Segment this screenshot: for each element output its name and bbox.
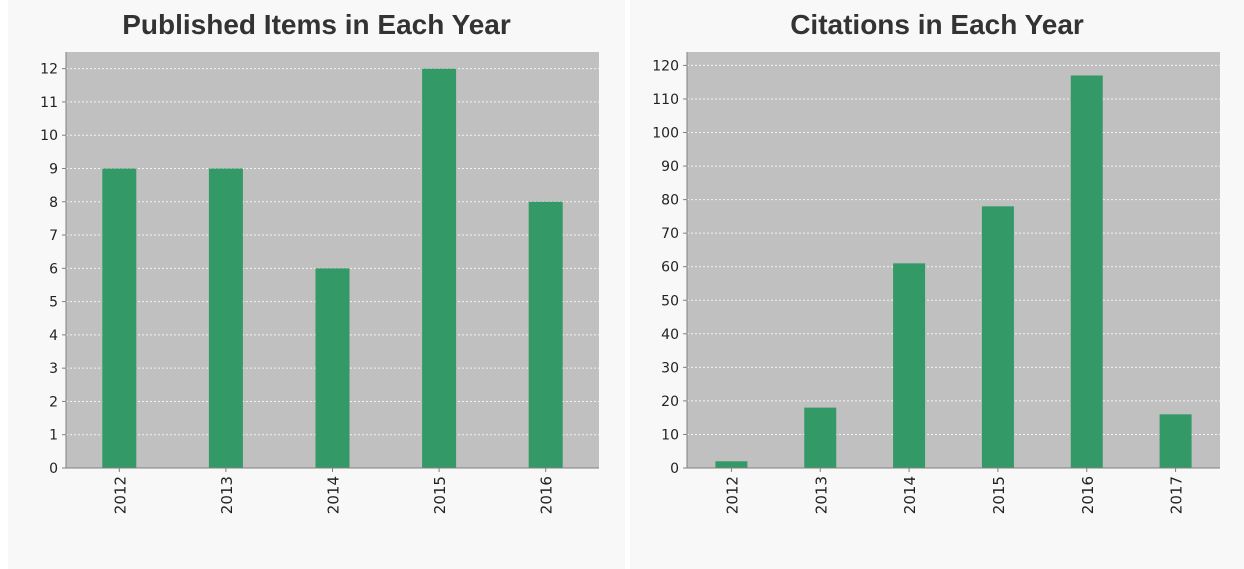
y-tick-label: 100 [652,126,679,142]
y-tick-label: 60 [661,260,679,276]
y-tick-label: 0 [49,461,58,477]
y-tick-label: 7 [49,228,58,244]
y-tick-label: 10 [661,427,679,443]
x-tick-label: 2013 [812,476,830,514]
bar-2016 [1070,75,1103,468]
x-tick-label: 2014 [901,476,919,514]
y-tick-label: 120 [652,58,679,74]
bar-2013 [804,407,837,468]
y-tick-label: 5 [49,295,58,311]
y-tick-label: 20 [661,394,679,410]
y-tick-label: 4 [49,328,58,344]
bar-2017 [1159,414,1192,468]
x-tick-label: 2017 [1168,476,1186,514]
plot-area [687,52,1220,468]
y-tick-label: 30 [661,360,679,376]
x-tick-label: 2012 [723,476,741,514]
bar-2013 [208,168,243,469]
y-tick-label: 80 [661,193,679,209]
y-tick-label: 12 [40,62,58,78]
x-tick-label: 2013 [218,476,236,514]
x-tick-label: 2012 [111,476,129,514]
bar-2015 [422,68,457,468]
y-tick-label: 6 [49,261,58,277]
bar-2012 [102,168,137,469]
y-tick-label: 11 [40,95,58,111]
y-tick-label: 40 [661,327,679,343]
bar-2016 [528,201,563,468]
y-tick-label: 50 [661,293,679,309]
y-tick-label: 2 [49,394,58,410]
chart-title: Citations in Each Year [790,9,1084,40]
citations-chart-panel: Citations in Each Year 0 10 20 30 40 50 60 70 80… [630,0,1244,569]
y-tick-label: 8 [49,195,58,211]
y-tick-label: 9 [49,161,58,177]
citations-bar-chart: 0 10 20 30 40 50 60 70 80 90 100 110 120 2012 2013 2014… [652,52,1220,514]
bar-2014 [893,263,926,468]
x-tick-label: 2015 [990,476,1008,514]
x-tick-label: 2015 [431,476,449,514]
y-tick-label: 10 [40,128,58,144]
bar-2014 [315,268,350,468]
x-tick-label: 2014 [325,476,343,514]
x-tick-label: 2016 [1079,476,1097,514]
y-tick-label: 1 [49,428,58,444]
bar-2012 [715,461,748,468]
x-tick-label: 2016 [538,476,556,514]
y-tick-label: 0 [670,461,679,477]
y-tick-label: 3 [49,361,58,377]
y-tick-label: 70 [661,226,679,242]
y-tick-label: 90 [661,159,679,175]
y-tick-label: 110 [652,92,679,108]
chart-title: Published Items in Each Year [122,9,511,40]
bar-2015 [981,206,1014,469]
